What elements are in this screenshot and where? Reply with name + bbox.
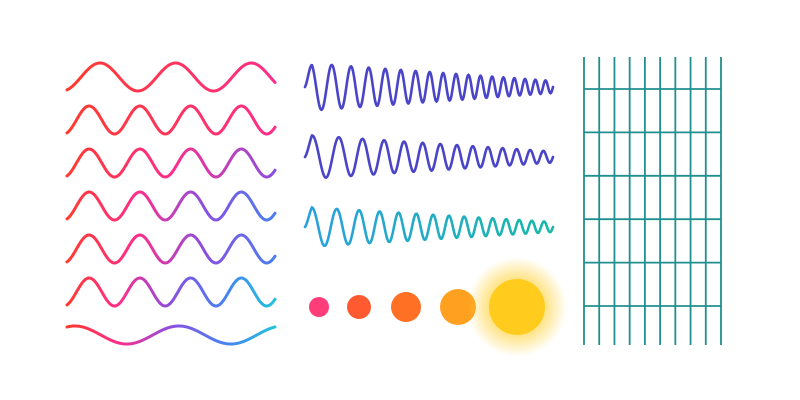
chirp-wave	[303, 205, 555, 248]
dot	[309, 297, 329, 317]
sine-wave	[65, 190, 277, 222]
dot-group	[309, 257, 567, 357]
grid-group	[583, 57, 722, 345]
chirp-wave	[303, 63, 555, 112]
sine-wave-group	[65, 61, 277, 346]
chirp-wave	[303, 134, 555, 179]
sine-wave	[65, 233, 277, 265]
sine-wave	[65, 147, 277, 179]
dot	[391, 292, 421, 322]
dot	[440, 289, 476, 325]
sine-wave	[65, 61, 277, 93]
dot	[489, 279, 545, 335]
chirp-wave-group	[303, 63, 555, 248]
sine-wave	[65, 104, 277, 136]
sine-wave	[65, 324, 277, 346]
dot	[347, 295, 371, 319]
sine-wave	[65, 276, 277, 308]
